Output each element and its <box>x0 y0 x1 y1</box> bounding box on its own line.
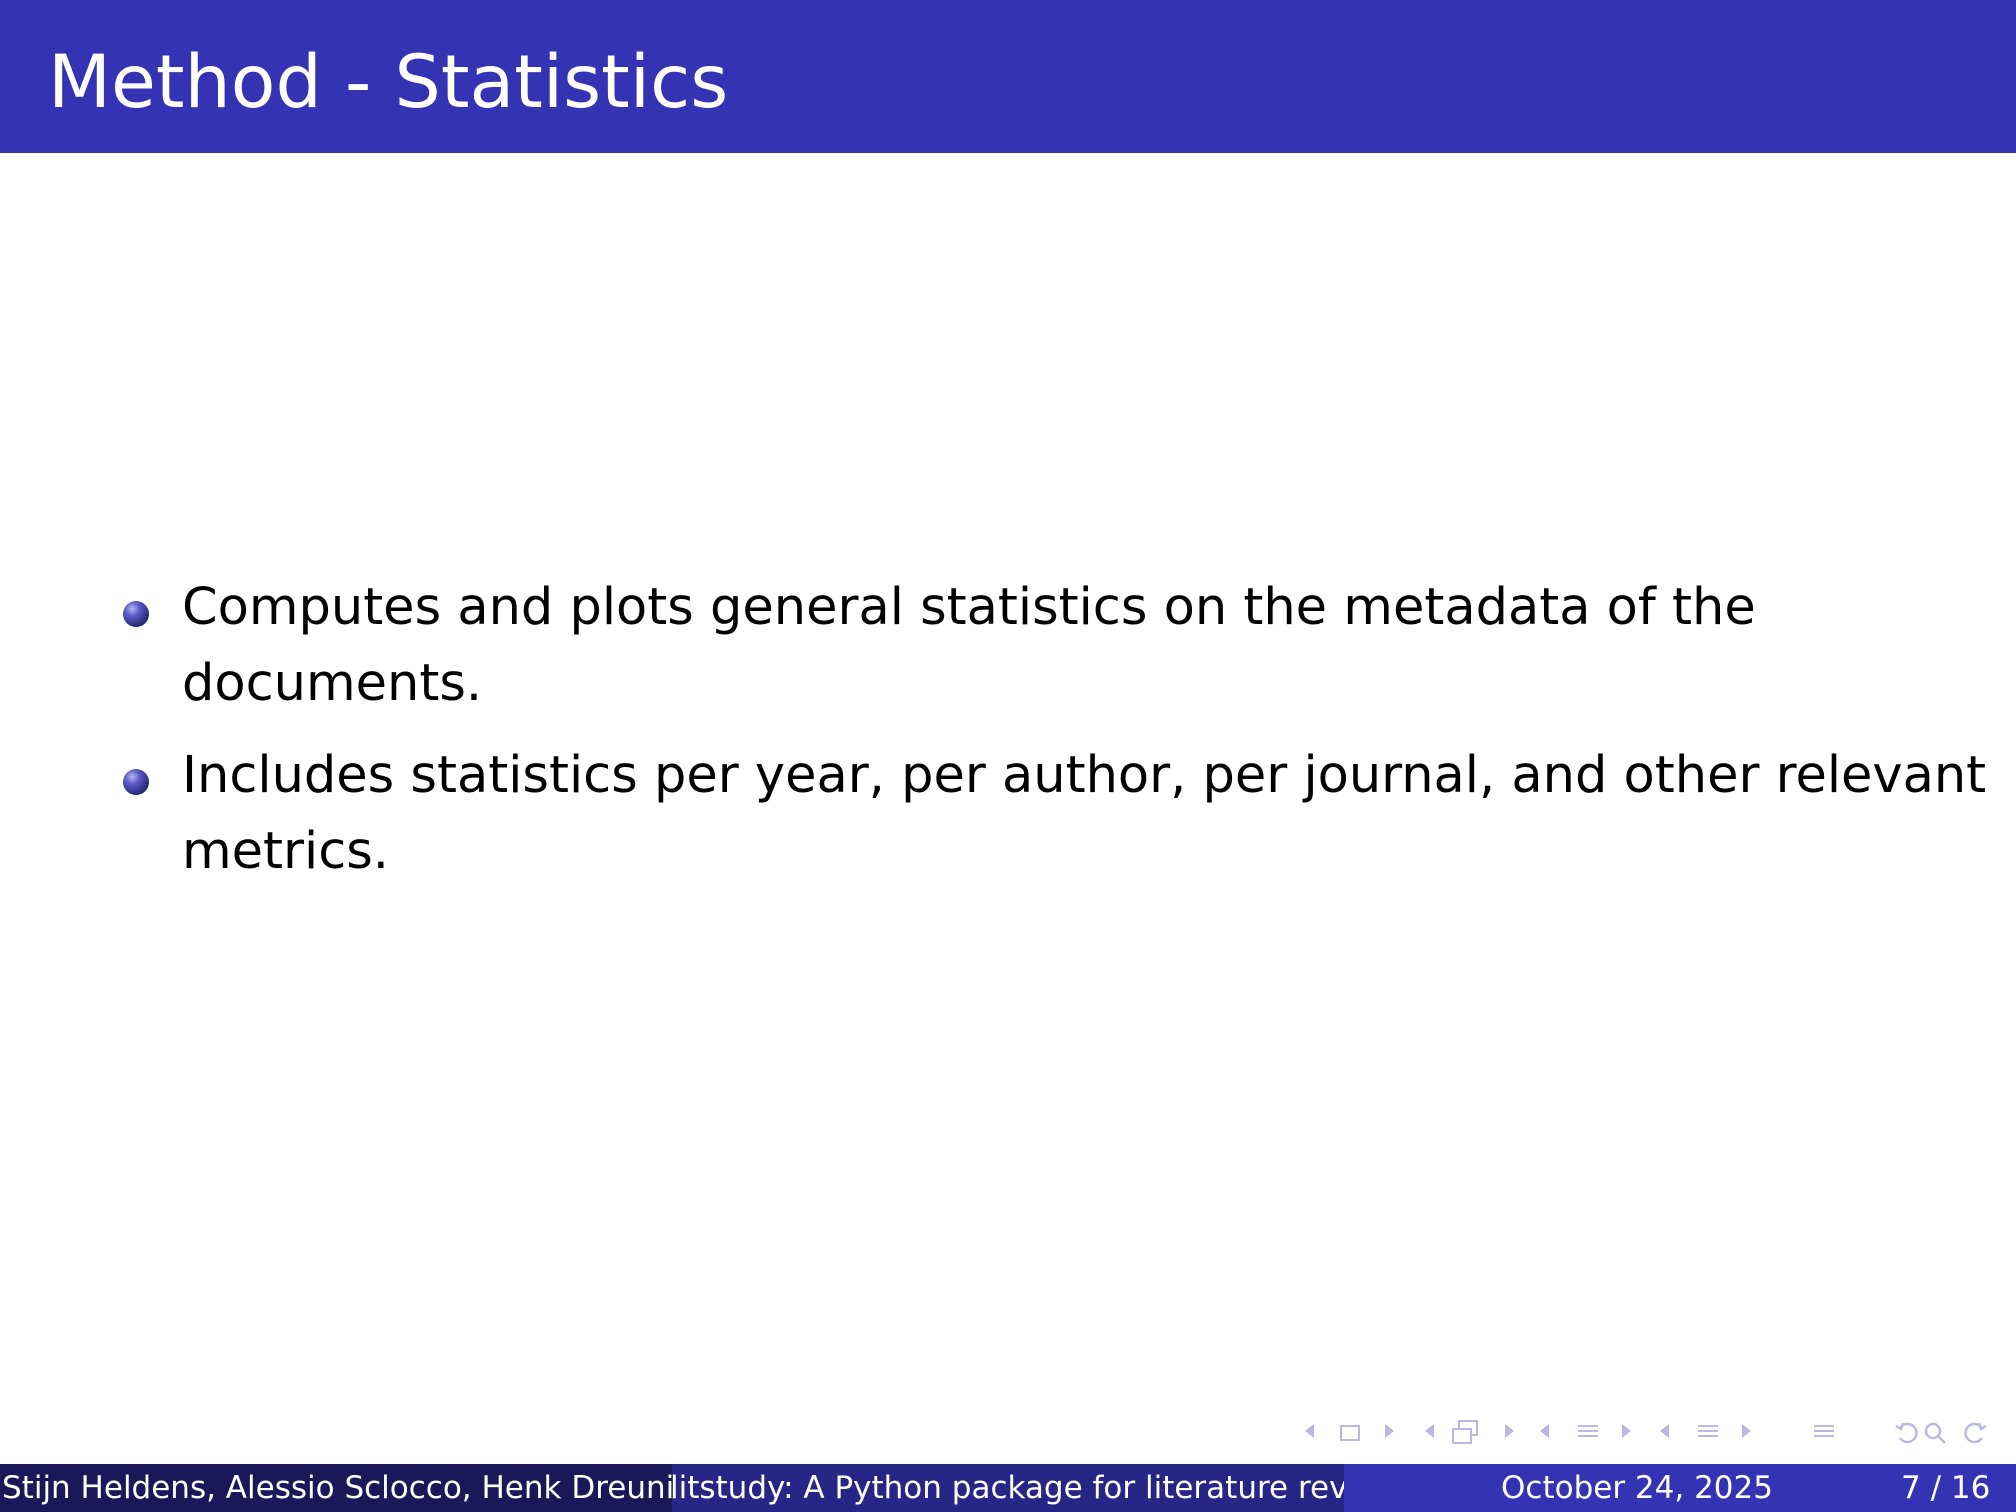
bullet-icon <box>123 601 149 627</box>
footer-page-number: 7 / 16 <box>1901 1470 1991 1506</box>
slide-title: Method - Statistics <box>48 40 729 125</box>
footer-date: October 24, 2025 <box>1501 1470 1773 1506</box>
bullet-1-line-1: Computes and plots general statistics on… <box>182 578 1756 637</box>
footer-title-box: litstudy: A Python package for literatur… <box>672 1464 1344 1512</box>
bullet-2-line-2: metrics. <box>182 822 390 881</box>
title-bar: Method - Statistics <box>0 0 2016 153</box>
footer: Stijn Heldens, Alessio Sclocco, Henk Dre… <box>0 1464 2016 1512</box>
bullet-2-line-1: Includes statistics per year, per author… <box>182 746 1987 805</box>
footer-authors-box: Stijn Heldens, Alessio Sclocco, Henk Dre… <box>0 1464 672 1512</box>
footer-short-title: litstudy: A Python package for literatur… <box>672 1470 1344 1506</box>
footer-authors: Stijn Heldens, Alessio Sclocco, Henk Dre… <box>2 1470 672 1506</box>
bullet-1-line-2: documents. <box>182 654 483 713</box>
footer-date-box: October 24, 2025 7 / 16 <box>1344 1464 2016 1512</box>
bullet-icon <box>123 769 149 795</box>
